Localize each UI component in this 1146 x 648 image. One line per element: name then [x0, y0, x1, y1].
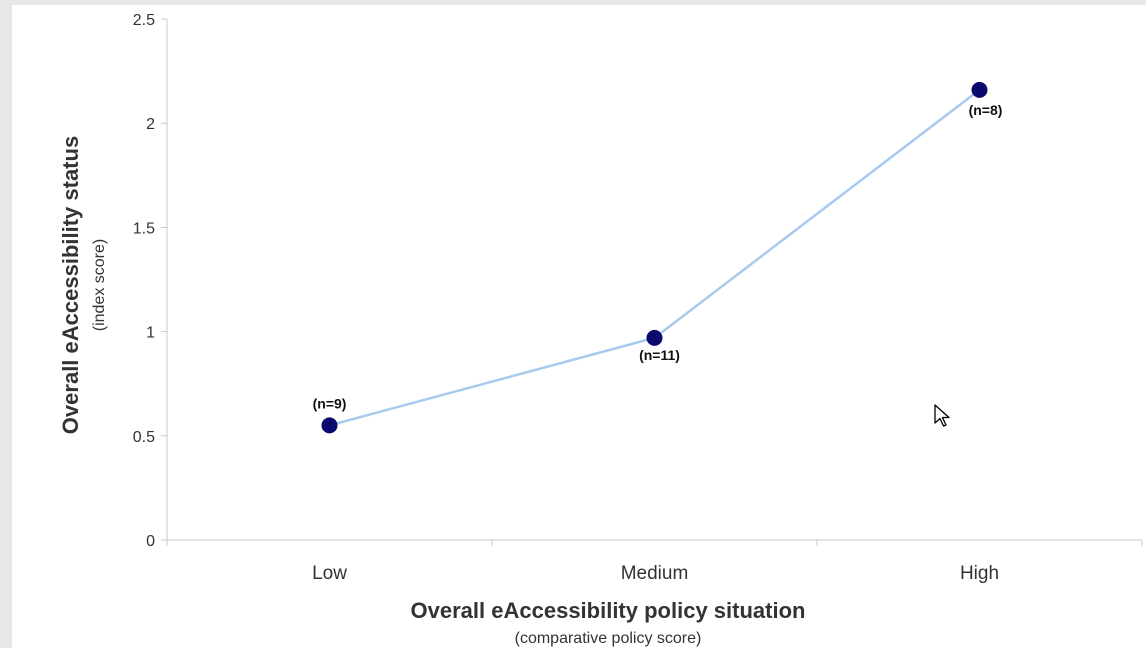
- x-ticks: Low Medium High: [166, 540, 1143, 584]
- axes: [166, 19, 1142, 541]
- x-axis-title: Overall eAccessibility policy situation: [411, 598, 806, 623]
- data-label: (n=9): [313, 395, 347, 411]
- annotations: (n=9) (n=11) (n=8): [313, 102, 1003, 412]
- y-axis-subtitle: (index score): [91, 239, 108, 331]
- x-tick-label: Low: [312, 563, 347, 584]
- y-tick-label: 1: [146, 325, 155, 342]
- series-line: [329, 88, 981, 427]
- data-point: [971, 81, 988, 98]
- y-tick-label: 1.5: [133, 220, 155, 237]
- chart-frame: 0 0.5 1 1.5 2 2.5 Low Medium High (n=9) (n=11) (n…: [12, 5, 1146, 648]
- y-tick-label: 2: [146, 116, 155, 133]
- data-point: [646, 329, 663, 346]
- y-tick-label: 0.5: [133, 429, 155, 446]
- mouse-cursor-icon: [934, 404, 950, 427]
- y-tick-label: 2.5: [133, 12, 155, 29]
- data-point: [321, 417, 338, 434]
- y-tick-label: 0: [146, 533, 155, 550]
- x-tick-label: Medium: [621, 563, 689, 584]
- data-label: (n=11): [639, 347, 680, 363]
- y-ticks: 0 0.5 1 1.5 2 2.5: [133, 12, 167, 550]
- data-label: (n=8): [969, 102, 1003, 118]
- x-tick-label: High: [960, 563, 999, 584]
- y-axis-title: Overall eAccessibility status: [58, 136, 83, 434]
- line-chart: 00.511.522.5 Low Medium High (n=9)(n=11)(n…: [58, 12, 1143, 647]
- x-axis-subtitle: (comparative policy score): [515, 630, 702, 647]
- series: [321, 81, 988, 434]
